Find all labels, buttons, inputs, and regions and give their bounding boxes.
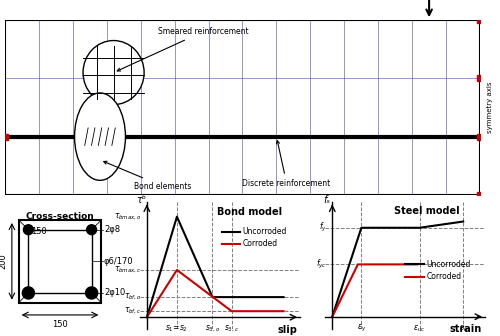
- Text: 800: 800: [196, 227, 212, 236]
- Corroded: [330, 315, 336, 319]
- Text: 200: 200: [0, 253, 8, 269]
- Text: 2φ8: 2φ8: [104, 225, 120, 234]
- Uncorroded: [210, 295, 216, 299]
- Text: Corroded: Corroded: [427, 272, 462, 282]
- Text: $s_{3,o}$: $s_{3,o}$: [205, 323, 220, 334]
- Text: Uncorroded: Uncorroded: [427, 260, 471, 269]
- Text: Cross-section: Cross-section: [26, 212, 94, 221]
- Text: $\varepsilon_u$: $\varepsilon_u$: [458, 323, 468, 334]
- Text: $\tau_{bmax,o}$: $\tau_{bmax,o}$: [114, 212, 141, 222]
- Uncorroded: [460, 219, 466, 223]
- Line: Corroded: Corroded: [147, 270, 284, 317]
- Text: Steel model: Steel model: [394, 206, 460, 216]
- Corroded: [174, 268, 180, 272]
- Text: $s_{3,c}$: $s_{3,c}$: [224, 323, 239, 334]
- Uncorroded: [174, 215, 180, 219]
- Text: $\tau_{bmax,c}$: $\tau_{bmax,c}$: [114, 265, 141, 275]
- Text: 2φ10: 2φ10: [104, 288, 125, 297]
- Corroded: [355, 262, 361, 266]
- Text: strain: strain: [450, 324, 482, 334]
- Text: $f_y$: $f_y$: [318, 221, 326, 234]
- Line: Uncorroded: Uncorroded: [147, 217, 284, 317]
- Text: Bond elements: Bond elements: [104, 161, 192, 191]
- Corroded: [414, 262, 420, 266]
- Corroded: [144, 315, 150, 319]
- Text: Smeared reinforcement: Smeared reinforcement: [117, 27, 248, 71]
- Line: Uncorroded: Uncorroded: [332, 221, 463, 317]
- Circle shape: [86, 225, 97, 235]
- Uncorroded: [144, 315, 150, 319]
- Text: Uncorroded: Uncorroded: [242, 227, 287, 236]
- Text: Bond model: Bond model: [217, 207, 282, 217]
- Text: $\tau_{bf,o}$: $\tau_{bf,o}$: [124, 292, 142, 302]
- Text: $s_1$=$s_2$: $s_1$=$s_2$: [166, 323, 188, 334]
- Text: symmetry axis: symmetry axis: [487, 82, 493, 133]
- Text: $\tau_{bf,c}$: $\tau_{bf,c}$: [124, 306, 142, 316]
- Text: $f_{yc}$: $f_{yc}$: [316, 258, 326, 271]
- Text: 400: 400: [399, 227, 415, 236]
- Text: slip: slip: [278, 325, 297, 335]
- Text: τᵇ: τᵇ: [136, 195, 146, 205]
- Uncorroded: [358, 226, 364, 230]
- Uncorroded: [280, 295, 286, 299]
- Circle shape: [24, 225, 34, 235]
- Text: fₛ: fₛ: [323, 195, 330, 205]
- Text: 150: 150: [31, 227, 47, 236]
- Line: Corroded: Corroded: [332, 264, 417, 317]
- Ellipse shape: [83, 41, 144, 104]
- Text: $\varepsilon_{uc}$: $\varepsilon_{uc}$: [414, 323, 426, 334]
- Corroded: [280, 309, 286, 313]
- Text: $\varepsilon_y$: $\varepsilon_y$: [356, 323, 366, 334]
- Uncorroded: [330, 315, 336, 319]
- Text: Discrete reinforcement: Discrete reinforcement: [242, 140, 331, 188]
- Circle shape: [86, 287, 98, 299]
- Text: φ6/170: φ6/170: [104, 257, 134, 266]
- Uncorroded: [416, 226, 422, 230]
- Circle shape: [22, 287, 34, 299]
- Text: Corroded: Corroded: [242, 239, 278, 248]
- Circle shape: [74, 93, 126, 180]
- Corroded: [228, 309, 234, 313]
- Text: 150: 150: [52, 321, 68, 329]
